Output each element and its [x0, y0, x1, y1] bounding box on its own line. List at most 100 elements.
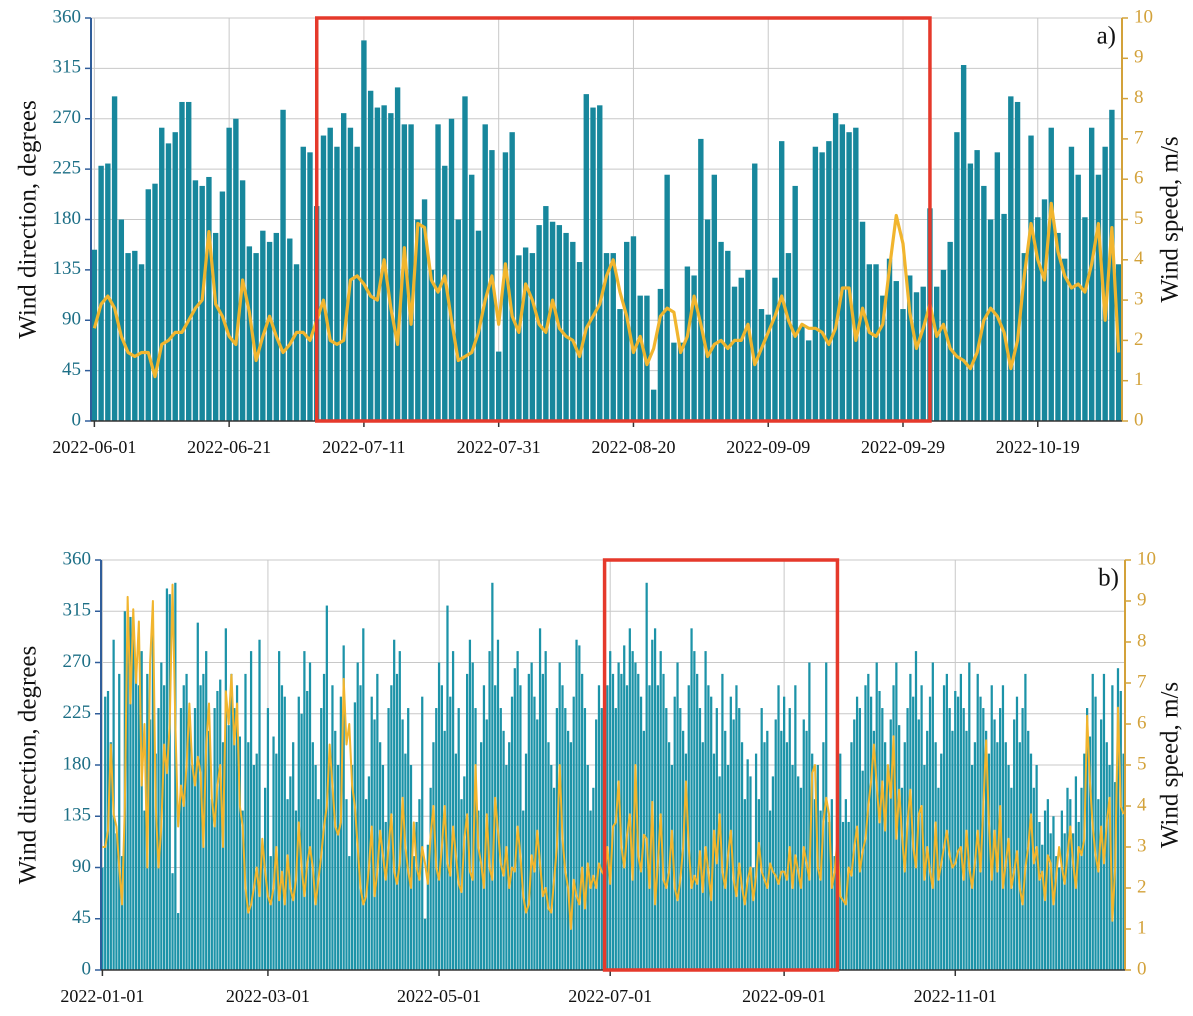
bar	[205, 651, 208, 970]
bar	[480, 742, 483, 970]
y-tick-label: 90	[72, 856, 91, 877]
bar	[558, 662, 561, 970]
bar	[893, 281, 899, 421]
bar	[578, 645, 581, 970]
bar	[994, 152, 1001, 422]
bar	[213, 708, 216, 970]
bar	[437, 662, 441, 970]
bar	[101, 867, 104, 970]
bar	[907, 275, 913, 421]
y2-tick-label: 10	[1134, 6, 1153, 27]
bar	[609, 651, 612, 970]
bar	[1008, 96, 1014, 421]
bar	[909, 673, 912, 970]
bar	[1021, 253, 1027, 421]
bar	[881, 708, 884, 970]
bar	[408, 124, 414, 421]
bar	[940, 269, 947, 421]
bar	[426, 844, 429, 970]
bar	[109, 742, 112, 970]
bar	[754, 753, 758, 970]
y2-tick-label: 0	[1137, 958, 1147, 979]
bar	[177, 913, 180, 970]
bar	[258, 639, 261, 970]
bar	[468, 639, 472, 970]
bar	[788, 708, 791, 970]
bar	[967, 163, 974, 421]
bar	[393, 639, 396, 970]
bar	[853, 127, 859, 421]
bar	[331, 685, 334, 970]
bar	[664, 174, 670, 421]
bar	[463, 776, 466, 970]
x-tick-label: 2022-01-01	[60, 986, 144, 1006]
bar	[819, 152, 825, 422]
bar	[516, 651, 519, 970]
y2-tick-label: 3	[1137, 835, 1147, 856]
bar	[869, 696, 873, 970]
y-tick-label: 360	[63, 548, 92, 569]
bar	[711, 174, 718, 421]
bar	[1080, 787, 1083, 970]
bar	[954, 690, 957, 970]
bar	[283, 696, 286, 970]
bar	[145, 189, 151, 421]
bar	[374, 107, 381, 422]
bar	[494, 685, 497, 970]
bar	[334, 146, 340, 421]
bar	[336, 765, 340, 970]
panel-label: b)	[1098, 565, 1119, 592]
bar	[401, 719, 404, 970]
bar	[221, 742, 225, 970]
bar	[516, 255, 522, 421]
bar	[1055, 856, 1058, 970]
bar	[1018, 742, 1021, 970]
bar	[637, 673, 640, 970]
bar	[1083, 753, 1086, 970]
y2-tick-label: 9	[1134, 47, 1144, 68]
y2-tick-label: 0	[1134, 409, 1144, 430]
bar	[543, 206, 549, 421]
bar	[246, 246, 253, 421]
bar	[241, 810, 244, 970]
bar	[174, 582, 177, 970]
bar	[126, 622, 129, 970]
bar	[462, 96, 468, 421]
bar	[273, 232, 280, 421]
y2-tick-label: 4	[1137, 794, 1147, 815]
bar	[662, 673, 665, 970]
bar	[138, 264, 145, 421]
bar	[960, 65, 967, 422]
bar	[690, 628, 693, 970]
bar	[931, 662, 934, 970]
bar	[415, 219, 421, 421]
bar	[1088, 127, 1095, 421]
bar	[792, 185, 798, 421]
bar	[353, 702, 357, 970]
bar	[1063, 833, 1066, 970]
bar	[341, 113, 347, 422]
bar	[850, 742, 853, 970]
bar	[482, 124, 488, 421]
y2-tick-label: 6	[1137, 712, 1147, 733]
bar	[639, 696, 643, 970]
bar	[510, 696, 514, 970]
bar	[597, 105, 603, 422]
bar	[710, 696, 713, 970]
bar	[159, 127, 165, 421]
bar	[933, 286, 940, 421]
y-tick-label: 180	[53, 208, 82, 229]
bar	[206, 176, 212, 421]
bar	[238, 736, 241, 970]
bar	[154, 753, 157, 970]
bar	[1032, 787, 1035, 970]
bar	[617, 662, 620, 970]
bar	[429, 787, 432, 970]
highlight-box	[602, 558, 840, 972]
bar	[962, 708, 965, 970]
bar	[623, 645, 626, 970]
bar	[524, 753, 528, 970]
y-tick-label: 135	[63, 805, 92, 826]
bar	[1041, 199, 1048, 421]
bar	[488, 651, 491, 970]
